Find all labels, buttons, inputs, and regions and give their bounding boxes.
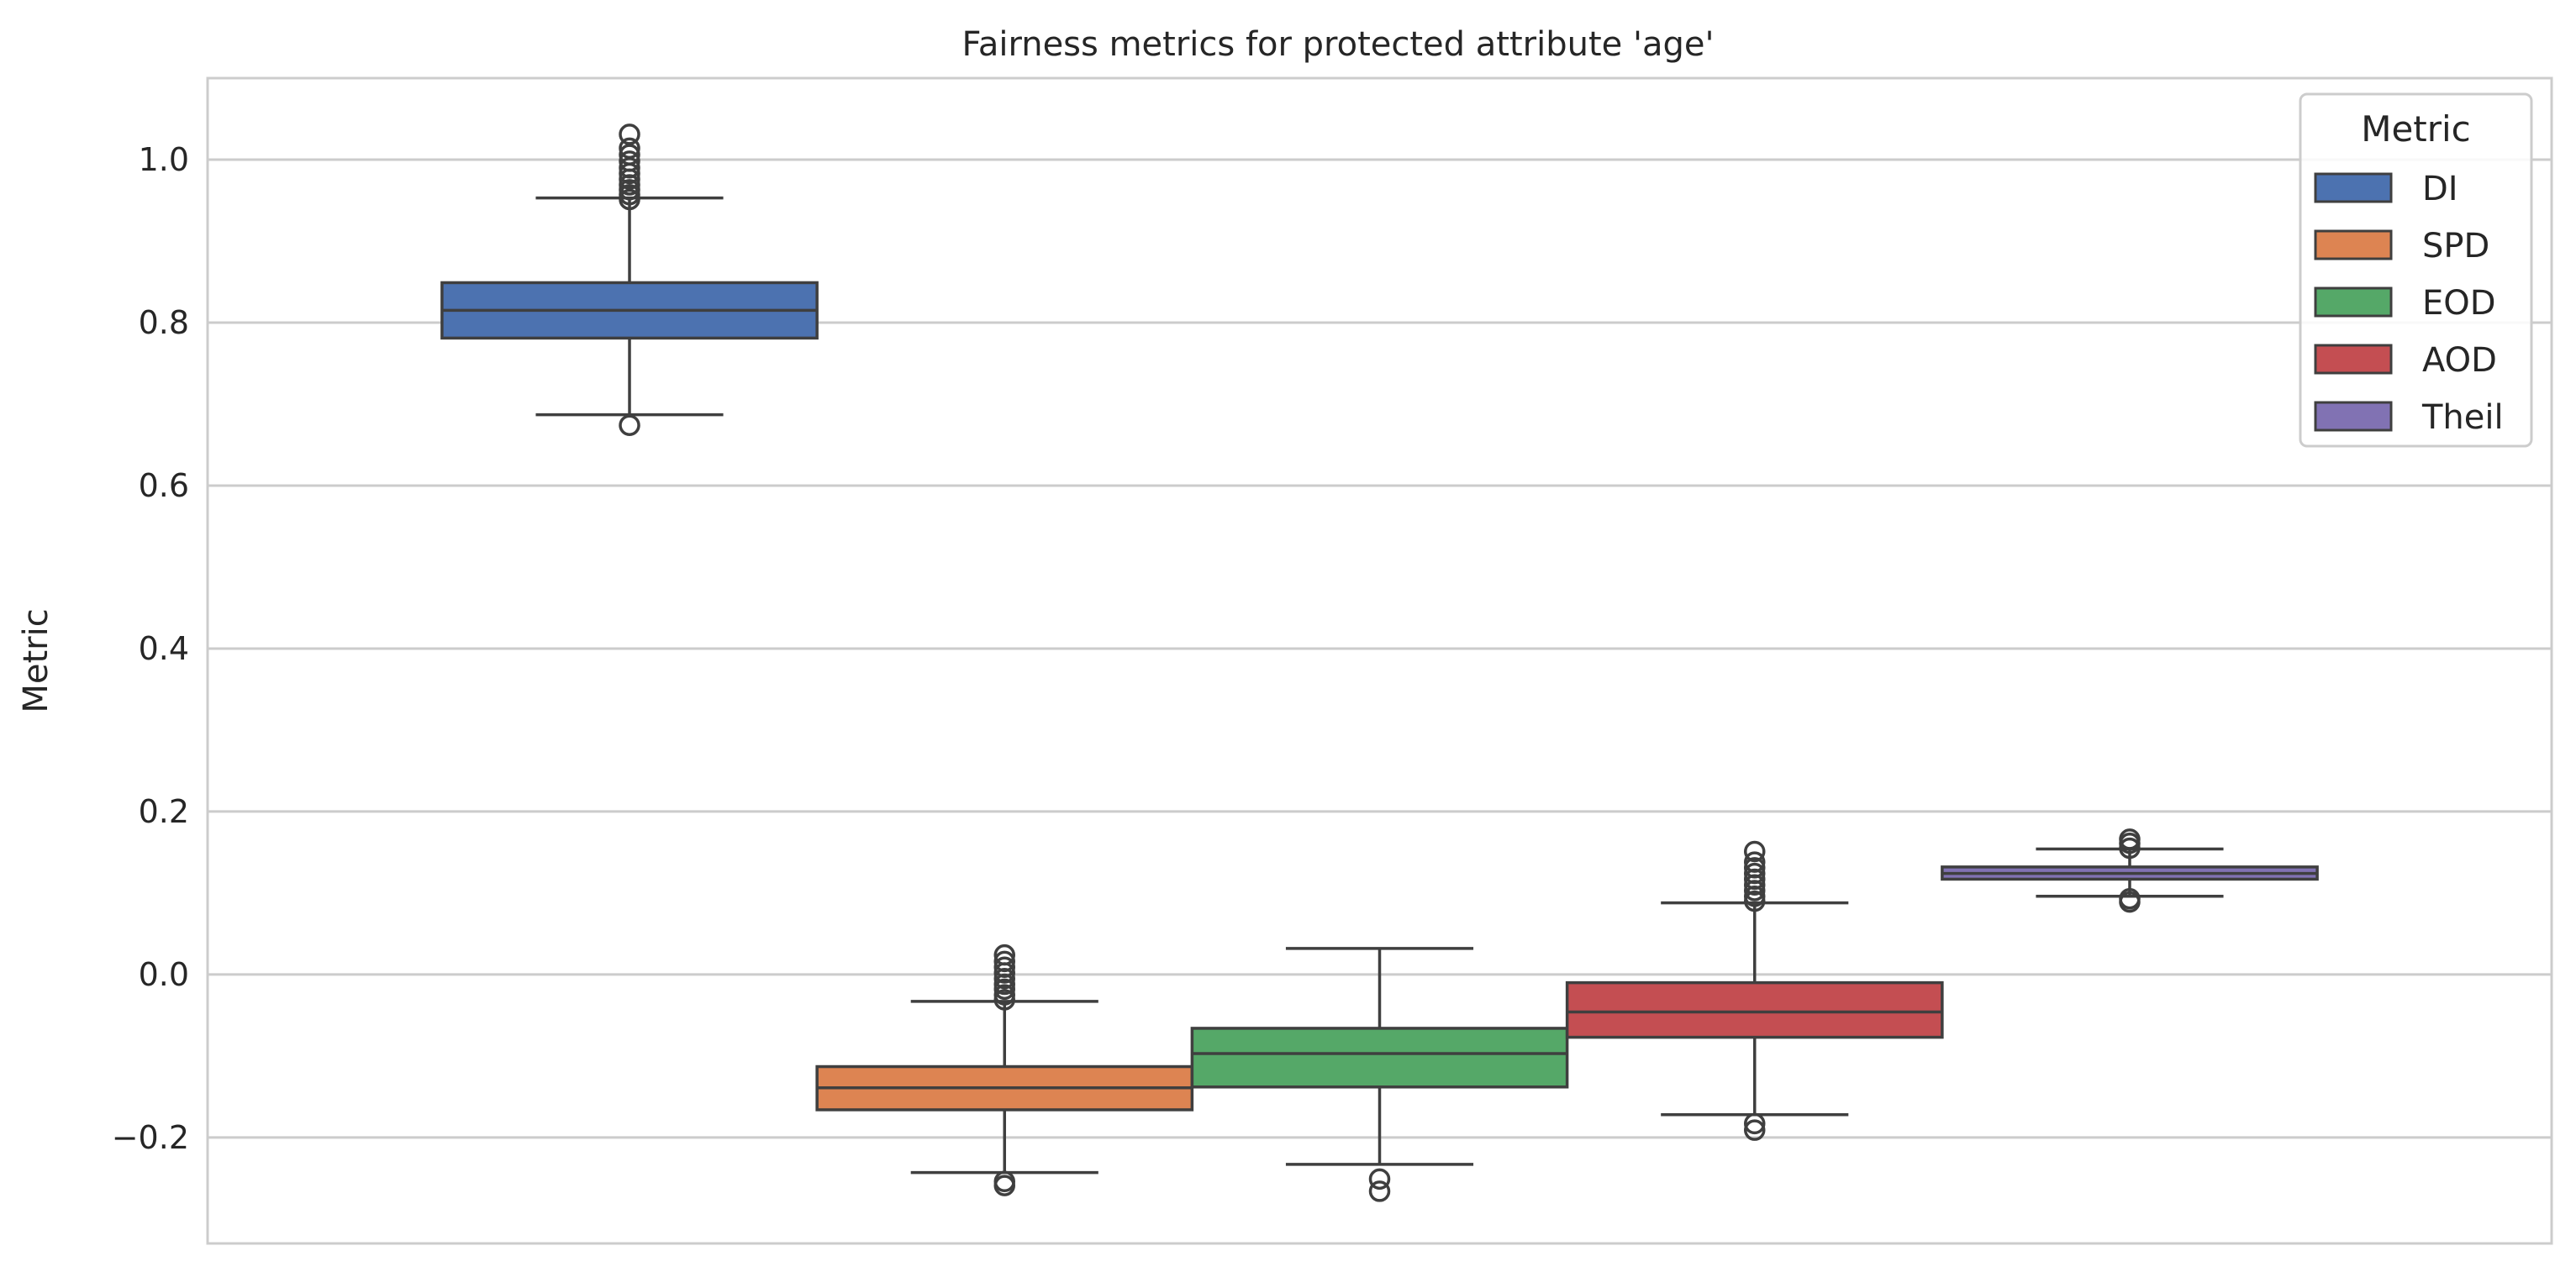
box-eod bbox=[1190, 947, 1569, 1202]
y-tick-label: −0.2 bbox=[112, 1119, 189, 1156]
legend-swatch-theil bbox=[2314, 401, 2393, 432]
outlier-point bbox=[993, 1170, 1016, 1193]
outlier-point bbox=[993, 950, 1016, 973]
y-tick-label: 0.2 bbox=[139, 793, 189, 830]
outlier-point bbox=[1743, 840, 1766, 863]
outlier-point bbox=[619, 150, 640, 172]
outlier-point bbox=[619, 124, 640, 145]
outlier-point bbox=[1743, 1119, 1766, 1141]
outlier-point bbox=[1743, 851, 1766, 873]
iqr-box bbox=[1190, 1027, 1569, 1089]
outlier-point bbox=[993, 984, 1016, 1006]
outlier-point bbox=[1368, 1168, 1391, 1191]
outlier-point bbox=[2119, 828, 2141, 850]
y-tick-label: 0.8 bbox=[139, 304, 189, 341]
y-tick-label: 1.0 bbox=[139, 141, 189, 178]
outlier-point bbox=[619, 137, 640, 160]
y-tick-label: 0.6 bbox=[139, 467, 189, 504]
outlier-point bbox=[619, 414, 640, 436]
legend-title: Metric bbox=[2361, 108, 2471, 150]
y-axis-label: Metric bbox=[17, 608, 55, 712]
outlier-point bbox=[1368, 1180, 1391, 1202]
y-axis-ticks: −0.2 0.0 0.2 0.4 0.6 0.8 1.0 bbox=[112, 141, 189, 1156]
box-di bbox=[440, 124, 819, 436]
outlier-point bbox=[1743, 862, 1766, 885]
iqr-box bbox=[1565, 980, 1944, 1039]
legend-label-spd: SPD bbox=[2422, 227, 2489, 265]
outlier-point bbox=[993, 956, 1016, 978]
legend-swatch-eod bbox=[2314, 286, 2393, 318]
box-aod bbox=[1565, 840, 1944, 1141]
legend-swatch-di bbox=[2314, 172, 2393, 203]
outlier-point bbox=[1743, 857, 1766, 879]
legend: Metric DI SPD EOD AOD Theil bbox=[2299, 92, 2533, 448]
y-tick-label: 0.4 bbox=[139, 630, 189, 667]
box-spd bbox=[815, 943, 1194, 1196]
chart-title: Fairness metrics for protected attribute… bbox=[962, 25, 1715, 64]
box-plots bbox=[440, 124, 2319, 1202]
outlier-point bbox=[2119, 887, 2141, 910]
legend-swatch-aod bbox=[2314, 344, 2393, 375]
legend-swatch-spd bbox=[2314, 229, 2393, 260]
outlier-point bbox=[619, 144, 640, 166]
outlier-point bbox=[993, 943, 1016, 966]
y-tick-label: 0.0 bbox=[139, 956, 189, 993]
legend-label-di: DI bbox=[2422, 170, 2458, 208]
box-theil bbox=[1941, 828, 2319, 913]
plot-frame bbox=[206, 76, 2553, 1245]
legend-label-eod: EOD bbox=[2422, 284, 2496, 323]
outlier-point bbox=[1743, 1112, 1766, 1135]
legend-label-aod: AOD bbox=[2422, 341, 2497, 380]
legend-label-theil: Theil bbox=[2421, 398, 2504, 437]
